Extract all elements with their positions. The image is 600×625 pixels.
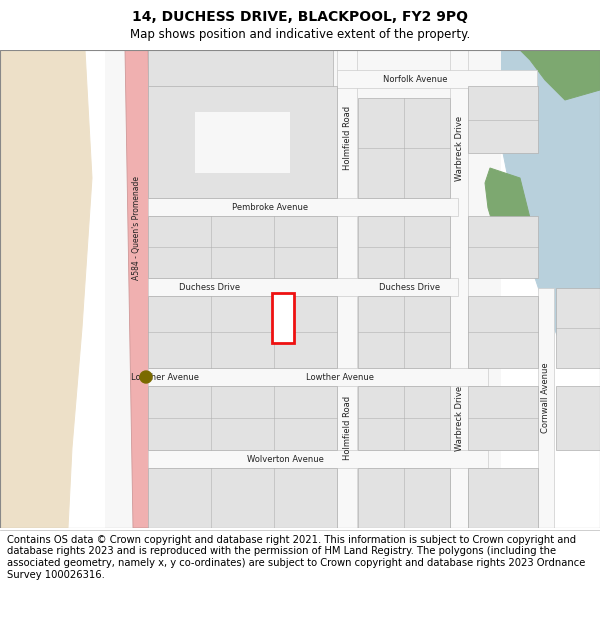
Polygon shape <box>125 50 156 528</box>
Bar <box>468 296 538 368</box>
Bar <box>358 216 450 278</box>
Bar <box>148 216 337 278</box>
Bar <box>148 468 337 528</box>
Text: Wolverton Avenue: Wolverton Avenue <box>247 454 323 464</box>
Bar <box>468 386 538 450</box>
Text: Warbreck Drive: Warbreck Drive <box>455 116 464 181</box>
Bar <box>148 198 458 216</box>
Text: Cornwall Avenue: Cornwall Avenue <box>542 362 551 433</box>
Bar <box>556 386 600 450</box>
Bar <box>148 296 337 368</box>
Text: Contains OS data © Crown copyright and database right 2021. This information is : Contains OS data © Crown copyright and d… <box>7 535 586 579</box>
Polygon shape <box>520 50 600 100</box>
Bar <box>195 112 290 173</box>
Bar <box>337 70 537 88</box>
Text: Lowther Avenue: Lowther Avenue <box>131 372 199 381</box>
Bar <box>358 296 450 368</box>
Bar <box>358 468 450 528</box>
Bar <box>272 293 294 343</box>
Bar <box>538 288 554 528</box>
Bar <box>390 476 470 528</box>
Bar <box>148 386 337 450</box>
Polygon shape <box>485 168 530 258</box>
Bar <box>148 278 458 296</box>
Text: Map shows position and indicative extent of the property.: Map shows position and indicative extent… <box>130 28 470 41</box>
Bar <box>468 86 538 153</box>
Bar <box>148 450 488 468</box>
Bar <box>556 288 600 368</box>
Polygon shape <box>490 50 600 368</box>
Bar <box>450 50 468 528</box>
Text: A584 - Queen's Promenade: A584 - Queen's Promenade <box>133 176 142 280</box>
Text: 14, DUCHESS DRIVE, BLACKPOOL, FY2 9PQ: 14, DUCHESS DRIVE, BLACKPOOL, FY2 9PQ <box>132 10 468 24</box>
Text: Holmfield Road: Holmfield Road <box>343 106 353 170</box>
Bar <box>105 50 500 528</box>
Bar <box>148 368 488 386</box>
Text: Warbreck Drive: Warbreck Drive <box>455 386 464 451</box>
Text: Duchess Drive: Duchess Drive <box>179 282 241 291</box>
Text: Pembroke Avenue: Pembroke Avenue <box>232 202 308 211</box>
Text: Holmfield Road: Holmfield Road <box>343 396 353 460</box>
Text: Lowther Avenue: Lowther Avenue <box>306 372 374 381</box>
Polygon shape <box>0 50 92 528</box>
Circle shape <box>140 371 152 383</box>
Bar <box>468 468 538 528</box>
Text: Duchess Drive: Duchess Drive <box>379 282 440 291</box>
Bar <box>468 216 538 278</box>
Bar <box>358 98 450 198</box>
Bar <box>358 386 450 450</box>
Bar <box>337 50 357 528</box>
Bar <box>148 128 168 198</box>
Bar <box>148 86 337 198</box>
Bar <box>148 50 333 88</box>
Text: Norfolk Avenue: Norfolk Avenue <box>383 74 447 84</box>
